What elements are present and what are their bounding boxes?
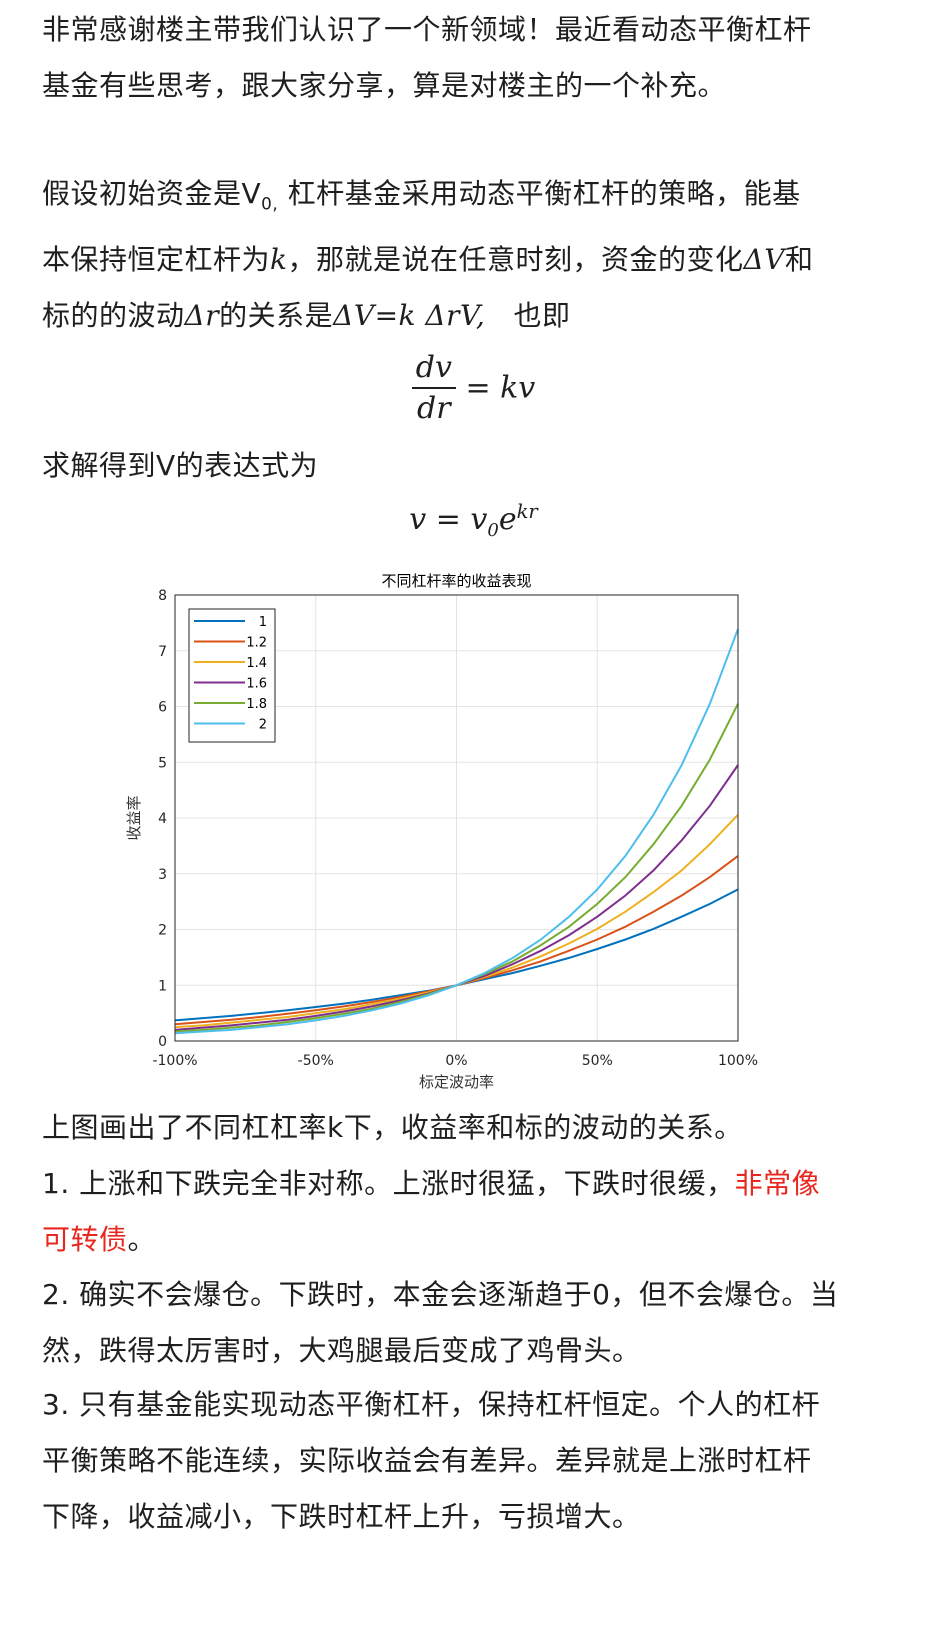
- y-tick-label: 5: [158, 755, 167, 771]
- y-tick-label: 8: [158, 588, 167, 604]
- y-tick-label: 2: [158, 923, 167, 939]
- assumption-text-7: 的关系是: [219, 298, 334, 332]
- point-1-end: 。: [127, 1223, 157, 1256]
- x-axis-label: 标定波动率: [419, 1073, 494, 1091]
- point-2-line-2: 然，跌得太厉害时，大鸡腿最后变成了鸡骨头。: [42, 1334, 641, 1367]
- chart-caption-line: 上图画出了不同杠杠率k下，收益率和标的波动的关系。: [42, 1111, 743, 1144]
- point-1-line-2: 可转债。: [42, 1212, 912, 1268]
- x-tick-label: -50%: [298, 1053, 334, 1069]
- legend-label: 1.8: [246, 697, 267, 712]
- solution-exponent: kr: [516, 500, 538, 523]
- solution-subscript: 0: [487, 520, 499, 541]
- delta-r-symbol: Δr: [184, 298, 220, 332]
- intro-line-2: 基金有些思考，跟大家分享，算是对楼主的一个补充。: [42, 69, 727, 102]
- tick-layer: 0 1 2 3 4 5 6 7 8 -100% -50% 0% 50% 100%: [152, 588, 758, 1069]
- assumption-text-4: ，那就是说在任意时刻，资金的变化: [287, 242, 744, 276]
- assumption-line-1: 假设初始资金是V0, 杠杆基金采用动态平衡杠杆的策略，能基: [42, 166, 912, 232]
- assumption-text-5: 和: [784, 242, 814, 276]
- legend-box: [188, 608, 276, 743]
- point-2-paragraph: 2. 确实不会爆仓。下跌时，本金会逐渐趋于0，但不会爆仓。当 然，跌得太厉害时，…: [42, 1267, 912, 1379]
- conclusion-paragraph: 上图画出了不同杠杠率k下，收益率和标的波动的关系。: [42, 1100, 912, 1156]
- assumption-paragraph: 假设初始资金是V0, 杠杆基金采用动态平衡杠杆的策略，能基 本保持恒定杠杆为k，…: [42, 166, 912, 344]
- assumption-text-2: 杠杆基金采用动态平衡杠杆的策略，能基: [278, 177, 801, 210]
- y-tick-label: 4: [158, 811, 167, 827]
- legend-label: 1.4: [246, 656, 267, 671]
- fraction-denominator: dr: [417, 391, 451, 426]
- solution-equation: v = v0ekr: [0, 500, 947, 541]
- point-2-line-1: 2. 确实不会爆仓。下跌时，本金会逐渐趋于0，但不会爆仓。当: [42, 1278, 839, 1311]
- solution-lhs: v = v: [409, 502, 488, 537]
- y-tick-label: 1: [158, 978, 167, 994]
- x-tick-label: 50%: [582, 1053, 613, 1069]
- y-axis-label: 收益率: [125, 795, 143, 840]
- v0-subscript: 0,: [261, 193, 279, 214]
- relation-formula: ΔV=k ΔrV,: [333, 298, 486, 332]
- legend-label: 1: [259, 615, 267, 630]
- point-3-paragraph: 3. 只有基金能实现动态平衡杠杆，保持杠杆恒定。个人的杠杆 平衡策略不能连续，实…: [42, 1377, 912, 1545]
- chart-title: 不同杠杆率的收益表现: [381, 572, 531, 590]
- solve-line: 求解得到V的表达式为: [42, 449, 319, 482]
- assumption-text-3: 本保持恒定杠杆为: [42, 242, 271, 276]
- assumption-text-6: 标的的波动: [42, 298, 185, 332]
- x-tick-label: 0%: [445, 1053, 467, 1069]
- y-tick-label: 6: [158, 700, 167, 716]
- x-tick-label: -100%: [152, 1053, 197, 1069]
- point-1-text: 1. 上涨和下跌完全非对称。上涨时很猛，下跌时很缓，: [42, 1167, 735, 1200]
- point-1-highlight-1: 非常像: [734, 1167, 821, 1200]
- point-3-line-1: 3. 只有基金能实现动态平衡杠杆，保持杠杆恒定。个人的杠杆: [42, 1388, 821, 1421]
- y-tick-label: 7: [158, 644, 167, 660]
- solve-paragraph: 求解得到V的表达式为: [42, 438, 912, 494]
- fraction-numerator: dv: [411, 350, 456, 389]
- point-3-line-3: 下降，收益减小，下跌时杠杆上升，亏损增大。: [42, 1500, 641, 1533]
- assumption-text-1: 假设初始资金是V: [42, 177, 262, 210]
- solution-e: e: [498, 502, 517, 537]
- series-line-2: [174, 628, 739, 1035]
- k-symbol: k: [270, 242, 288, 276]
- assumption-text-8: 也即: [485, 298, 571, 332]
- point-1-highlight-2: 可转债: [42, 1223, 128, 1256]
- legend-label: 1.6: [246, 677, 267, 692]
- assumption-line-2: 本保持恒定杠杆为k，那就是说在任意时刻，资金的变化ΔV和: [42, 232, 912, 288]
- y-tick-label: 0: [158, 1034, 167, 1050]
- equation-rhs: = kv: [465, 370, 536, 406]
- legend-label: 1.2: [246, 636, 267, 651]
- x-tick-label: 100%: [718, 1053, 758, 1069]
- series-layer: [174, 628, 739, 1035]
- legend: 1 1.2 1.4 1.6 1.8 2: [188, 608, 276, 743]
- point-3-line-2: 平衡策略不能连续，实际收益会有差异。差异就是上涨时杠杆: [42, 1444, 812, 1477]
- leverage-return-chart: 0 1 2 3 4 5 6 7 8 -100% -50% 0% 50% 100% 不同杠杆率的收益表现 标…: [125, 572, 758, 1091]
- intro-line-1: 非常感谢楼主带我们认识了一个新领域！最近看动态平衡杠杆: [42, 13, 812, 46]
- legend-label: 2: [259, 718, 267, 733]
- point-1-line-1: 1. 上涨和下跌完全非对称。上涨时很猛，下跌时很缓，非常像: [42, 1156, 912, 1212]
- intro-paragraph: 非常感谢楼主带我们认识了一个新领域！最近看动态平衡杠杆 基金有些思考，跟大家分享…: [42, 2, 912, 114]
- point-1-paragraph: 1. 上涨和下跌完全非对称。上涨时很猛，下跌时很缓，非常像 可转债。: [42, 1156, 912, 1268]
- derivative-fraction: dv dr: [411, 350, 456, 426]
- delta-v-symbol: ΔV: [743, 242, 785, 276]
- plot-frame: [174, 594, 739, 1042]
- differential-equation: dv dr = kv: [0, 350, 947, 426]
- assumption-line-3: 标的的波动Δr的关系是ΔV=k ΔrV, 也即: [42, 288, 912, 344]
- y-tick-label: 3: [158, 867, 167, 883]
